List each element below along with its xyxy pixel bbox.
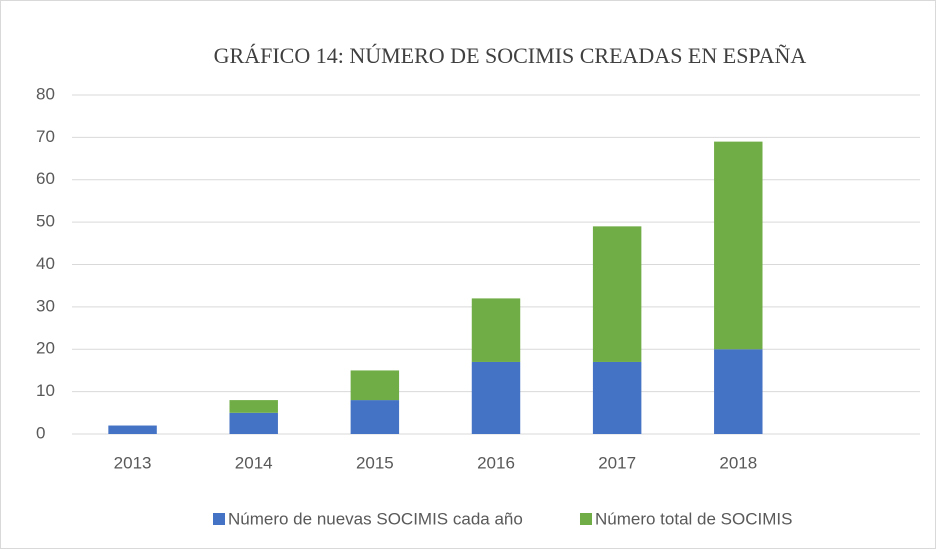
legend-label: Número de nuevas SOCIMIS cada año	[228, 509, 523, 528]
x-tick-label: 2017	[598, 453, 636, 472]
y-tick-label: 40	[36, 254, 55, 273]
y-tick-label: 0	[36, 423, 45, 442]
y-tick-label: 80	[36, 84, 55, 103]
bar-segment	[229, 400, 278, 413]
x-tick-label: 2013	[114, 453, 152, 472]
bar-segment	[350, 400, 400, 434]
y-tick-label: 50	[36, 212, 55, 231]
bar-segment	[714, 141, 763, 350]
legend-swatch	[580, 513, 592, 525]
x-tick-label: 2015	[356, 453, 394, 472]
bar-segment	[229, 412, 278, 434]
bar-segment	[592, 226, 642, 362]
bar-segment	[592, 361, 642, 434]
y-tick-label: 30	[36, 296, 55, 315]
y-tick-label: 20	[36, 339, 55, 358]
bar-segment	[350, 370, 400, 401]
y-tick-label: 60	[36, 169, 55, 188]
bar-segment	[714, 349, 763, 434]
bar-segment	[471, 298, 521, 362]
y-tick-label: 10	[36, 381, 55, 400]
bar-segment	[108, 425, 157, 434]
x-tick-label: 2016	[477, 453, 515, 472]
x-tick-label: 2014	[235, 453, 273, 472]
x-tick-label: 2018	[719, 453, 757, 472]
y-tick-label: 70	[36, 127, 55, 146]
chart-title: GRÁFICO 14: NÚMERO DE SOCIMIS CREADAS EN…	[214, 43, 807, 68]
legend-swatch	[213, 513, 225, 525]
bar-segment	[471, 361, 521, 434]
legend-label: Número total de SOCIMIS	[595, 509, 792, 528]
